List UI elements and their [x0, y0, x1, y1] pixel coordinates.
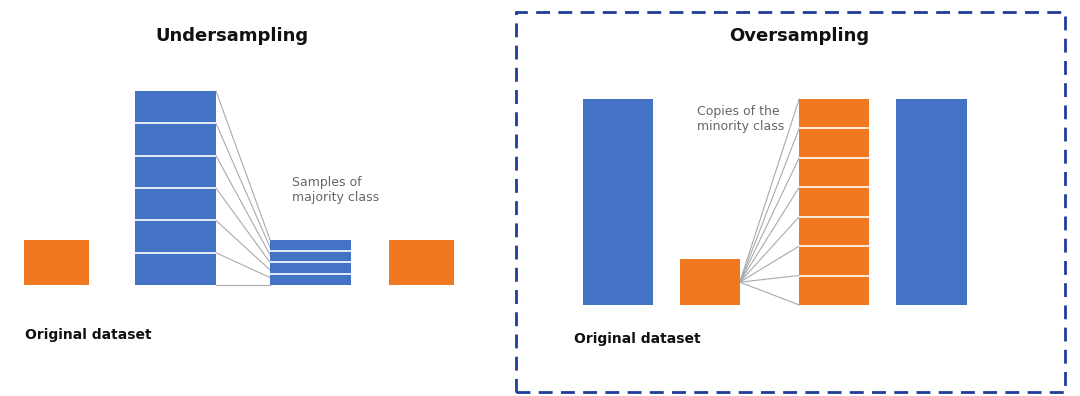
Text: Oversampling: Oversampling	[729, 27, 869, 45]
Bar	[799, 99, 869, 305]
Text: Original dataset: Original dataset	[25, 327, 152, 342]
Bar	[389, 240, 454, 285]
Bar	[24, 240, 89, 285]
Bar	[270, 240, 351, 285]
Bar	[583, 99, 653, 305]
Text: Undersampling: Undersampling	[156, 27, 309, 45]
Bar	[680, 259, 740, 305]
Bar	[896, 99, 967, 305]
Text: Copies of the
minority class: Copies of the minority class	[697, 105, 784, 133]
Text: Samples of
majority class: Samples of majority class	[292, 176, 379, 204]
Bar	[516, 12, 1065, 392]
Text: Original dataset: Original dataset	[573, 331, 701, 346]
Bar	[135, 91, 216, 285]
